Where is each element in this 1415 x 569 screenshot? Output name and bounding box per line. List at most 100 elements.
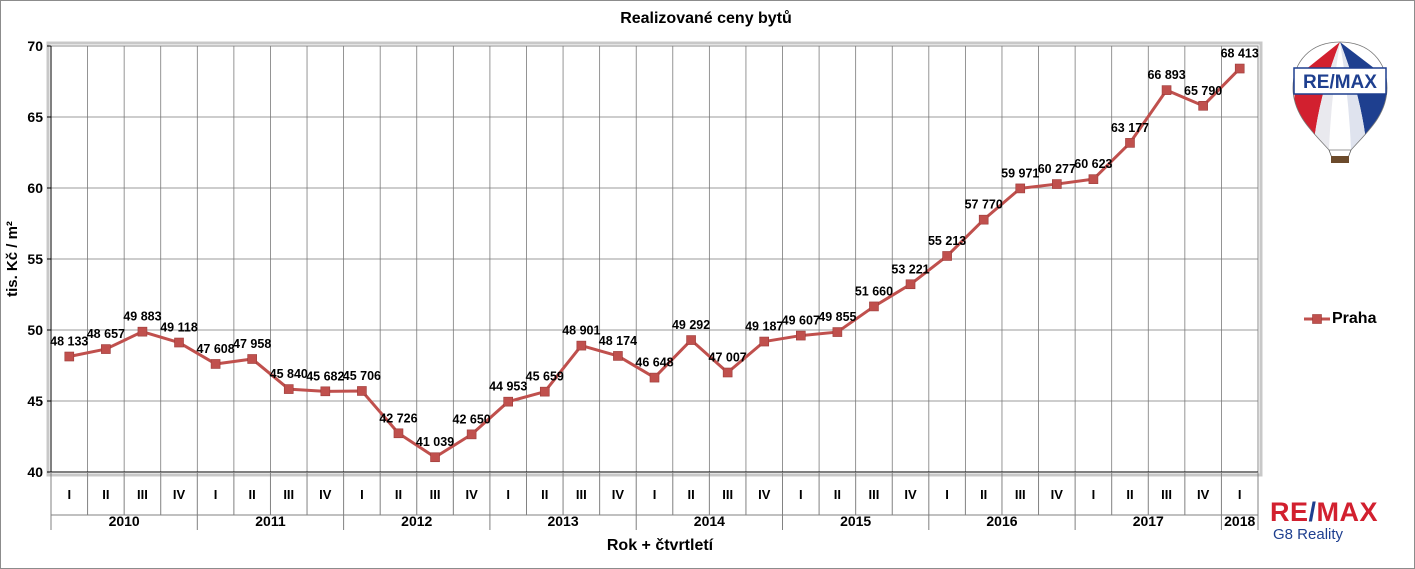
x-quarter-label: I xyxy=(653,487,657,502)
data-point-marker xyxy=(905,279,916,290)
data-point-marker xyxy=(1052,179,1062,189)
data-point-marker xyxy=(393,428,404,439)
data-label: 60 277 xyxy=(1038,162,1076,176)
x-quarter-label: I xyxy=(1092,487,1096,502)
data-label: 55 213 xyxy=(928,234,966,248)
x-quarter-label: III xyxy=(722,487,733,502)
data-point-marker xyxy=(503,396,513,407)
remax-wordmark: RE/MAX G8 Reality xyxy=(1270,497,1400,543)
x-quarter-label: II xyxy=(834,487,841,502)
x-quarter-label: II xyxy=(541,487,548,502)
x-quarter-label: II xyxy=(395,487,402,502)
data-label: 66 893 xyxy=(1147,68,1185,82)
x-quarter-label: IV xyxy=(1197,487,1210,502)
y-tick-label: 55 xyxy=(27,251,43,267)
x-quarter-label: I xyxy=(360,487,364,502)
x-quarter-label: IV xyxy=(319,487,332,502)
data-label: 57 770 xyxy=(965,198,1003,212)
x-quarter-label: I xyxy=(799,487,803,502)
data-point-marker xyxy=(722,367,733,378)
data-label: 48 133 xyxy=(50,335,88,349)
y-tick-label: 70 xyxy=(27,38,43,54)
data-label: 48 174 xyxy=(599,334,637,348)
data-point-marker xyxy=(649,372,660,383)
data-label: 47 958 xyxy=(233,337,271,351)
brand-subtitle: G8 Reality xyxy=(1273,526,1344,543)
data-point-marker xyxy=(869,301,879,312)
y-axis-title: tis. Kč / m² xyxy=(4,221,21,297)
x-quarter-label: IV xyxy=(465,487,478,502)
data-point-marker xyxy=(357,386,367,396)
data-label: 68 413 xyxy=(1221,47,1259,61)
data-point-marker xyxy=(539,386,550,397)
y-tick-label: 50 xyxy=(27,322,43,338)
legend-label-praha: Praha xyxy=(1332,310,1377,327)
data-label: 49 118 xyxy=(160,321,198,335)
data-point-marker xyxy=(1015,183,1026,194)
data-point-marker xyxy=(64,351,75,362)
x-year-label: 2010 xyxy=(109,513,140,529)
data-point-marker xyxy=(101,344,111,354)
x-quarter-label: III xyxy=(430,487,441,502)
brand-slash: / xyxy=(1308,497,1317,527)
data-label: 63 177 xyxy=(1111,121,1149,135)
x-year-label: 2015 xyxy=(840,513,871,529)
x-quarter-label: IV xyxy=(1051,487,1064,502)
x-quarter-label: II xyxy=(1126,487,1133,502)
data-point-marker xyxy=(1125,138,1135,148)
brand-re: RE xyxy=(1270,497,1309,527)
data-label: 46 648 xyxy=(635,356,673,370)
x-quarter-label: IV xyxy=(758,487,771,502)
x-quarter-label: I xyxy=(67,487,71,502)
data-point-marker xyxy=(832,327,843,337)
data-label: 59 971 xyxy=(1001,166,1039,180)
x-quarter-label: II xyxy=(980,487,987,502)
data-label: 48 901 xyxy=(562,324,600,338)
data-point-marker xyxy=(613,351,623,361)
x-year-label: 2011 xyxy=(255,513,286,529)
data-point-marker xyxy=(174,337,184,348)
x-year-label: 2014 xyxy=(694,513,725,529)
x-quarter-label: I xyxy=(214,487,218,502)
data-label: 45 706 xyxy=(343,369,381,383)
x-quarter-label: IV xyxy=(612,487,625,502)
data-point-marker xyxy=(320,386,331,397)
x-year-label: 2013 xyxy=(547,513,578,529)
data-label: 49 187 xyxy=(745,320,783,334)
data-point-marker xyxy=(1088,174,1099,184)
data-label: 60 623 xyxy=(1074,157,1112,171)
data-label: 51 660 xyxy=(855,284,893,298)
legend: Praha xyxy=(1304,310,1376,328)
x-quarter-label: III xyxy=(869,487,880,502)
data-point-marker xyxy=(1161,85,1172,95)
chart-title: Realizované ceny bytů xyxy=(620,10,792,27)
data-point-marker xyxy=(686,335,696,345)
x-quarter-label: II xyxy=(102,487,109,502)
x-year-label: 2016 xyxy=(986,513,1017,529)
data-point-marker xyxy=(210,359,221,369)
data-label: 49 855 xyxy=(818,310,856,324)
data-label: 44 953 xyxy=(489,380,527,394)
data-label: 45 659 xyxy=(526,370,564,384)
x-quarter-label: III xyxy=(283,487,294,502)
data-point-marker xyxy=(430,452,440,463)
x-quarter-label: III xyxy=(576,487,587,502)
data-point-marker xyxy=(759,336,770,347)
x-quarter-label: III xyxy=(137,487,148,502)
svg-text:RE/MAX: RE/MAX xyxy=(1303,72,1377,93)
x-year-label: 2018 xyxy=(1224,513,1255,529)
data-label: 49 883 xyxy=(123,310,161,324)
data-label: 49 607 xyxy=(782,314,820,328)
y-tick-label: 40 xyxy=(27,464,43,480)
x-quarter-label: I xyxy=(945,487,949,502)
x-quarter-label: I xyxy=(506,487,510,502)
x-axis-title: Rok + čtvrtletí xyxy=(607,537,714,554)
data-point-marker xyxy=(283,384,294,394)
x-quarter-label: II xyxy=(687,487,694,502)
data-point-marker xyxy=(466,429,477,440)
data-label: 53 221 xyxy=(891,262,929,276)
data-label: 47 608 xyxy=(196,342,234,356)
data-point-marker xyxy=(796,330,806,341)
data-label: 45 682 xyxy=(306,369,344,383)
data-point-marker xyxy=(1234,63,1245,74)
